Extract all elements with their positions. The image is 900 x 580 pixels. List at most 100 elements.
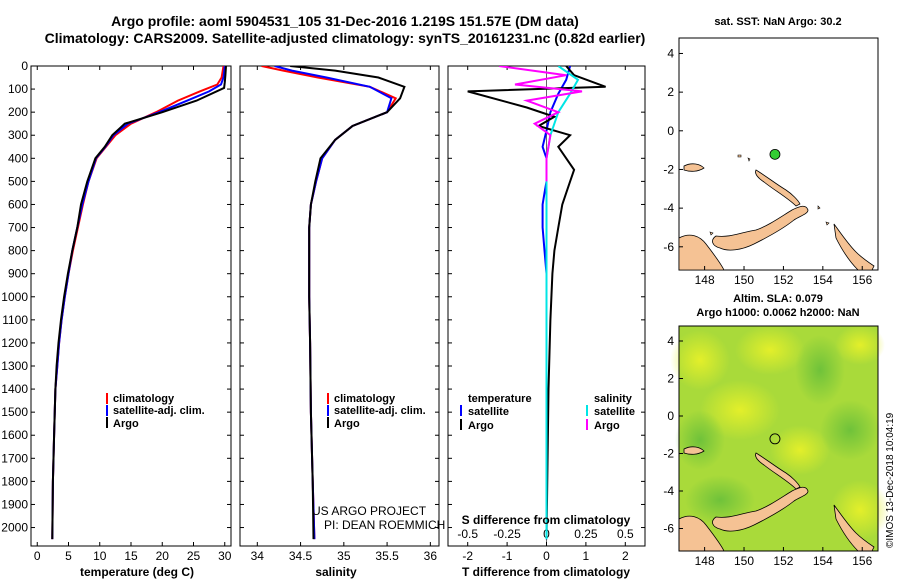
- map-top: 148 150 152 154 156 4 2 0 -2 -4 -6: [663, 37, 879, 287]
- imos-stamp: ©IMOS 13-Dec-2018 10:04:19: [885, 412, 896, 548]
- map-x-tick-label: 154: [813, 273, 833, 287]
- x-tick-label: 34: [251, 549, 265, 563]
- map-y-tick-label: 0: [667, 409, 674, 423]
- map-x-tick-label: 152: [773, 273, 793, 287]
- float-marker-top: [769, 148, 781, 160]
- sla-blob: [675, 410, 725, 470]
- map-bottom-title-line1: Altim. SLA: 0.079: [733, 293, 823, 305]
- series-line-climatology: [51, 66, 225, 540]
- x-tick-label: 5: [65, 549, 72, 563]
- map-top-land-newbritain: [712, 205, 809, 251]
- map-y-tick-label: -4: [663, 484, 674, 498]
- x-tick-label: 30: [218, 549, 232, 563]
- map-x-tick-label: 154: [813, 554, 833, 568]
- x-top-tick-label: 0.25: [574, 527, 598, 541]
- legend-diff-t-argo-label: Argo: [468, 420, 494, 432]
- depth-tick-label: 600: [8, 197, 28, 211]
- x-tick-label: 25: [187, 549, 201, 563]
- legend-satellite-label: satellite-adj. clim.: [113, 405, 205, 417]
- difference-xlabel: T difference from climatology: [462, 565, 630, 579]
- legend-sal-argo-label: Argo: [334, 418, 360, 430]
- depth-tick-label: 1500: [1, 405, 28, 419]
- x-top-tick-label: -0.5: [457, 527, 478, 541]
- map-y-tick-label: 4: [667, 334, 674, 348]
- map-bottom-frame: [678, 325, 879, 552]
- difference-legend: temperature satellite Argo salinity sate…: [460, 393, 635, 432]
- temperature-xlabel: temperature (deg C): [80, 565, 194, 579]
- map-y-tick-label: -4: [663, 201, 674, 215]
- x-tick-label: 10: [93, 549, 107, 563]
- depth-tick-label: 0: [21, 59, 28, 73]
- depth-tick-label: 200: [8, 105, 28, 119]
- x-tick-label: -1: [502, 549, 513, 563]
- depth-tick-label: 1300: [1, 359, 28, 373]
- x-tick-label: 36: [424, 549, 438, 563]
- sla-blob: [830, 480, 890, 540]
- map-bottom-axes: 148 150 152 154 156 4 2 0 -2 -4 -6: [663, 334, 872, 568]
- title-line1: Argo profile: aoml 5904531_105 31-Dec-20…: [111, 13, 579, 29]
- plot-frame: [239, 65, 440, 547]
- title-line2: Climatology: CARS2009. Satellite-adjuste…: [45, 30, 646, 46]
- difference-xlabel-top: S difference from climatology: [462, 513, 631, 527]
- map-bottom-land-bougainville: [833, 504, 875, 552]
- map-y-tick-label: 0: [667, 124, 674, 138]
- temperature-panel: 0100200300400500600700800900100011001200…: [1, 59, 231, 563]
- map-y-tick-label: -6: [663, 240, 674, 254]
- x-tick-label: -2: [462, 549, 473, 563]
- salinity-panel: 34 34.5 35 35.5 36: [239, 65, 440, 563]
- depth-tick-label: 700: [8, 221, 28, 235]
- map-x-tick-label: 150: [734, 273, 754, 287]
- credit-line2: PI: DEAN ROEMMICH: [324, 518, 445, 532]
- depth-tick-label: 800: [8, 244, 28, 258]
- series-line-climatology: [261, 66, 398, 540]
- depth-tick-label: 100: [8, 82, 28, 96]
- x-tick-label: 20: [156, 549, 170, 563]
- legend-diff-s-satellite-label: satellite: [594, 406, 635, 418]
- depth-tick-label: 1700: [1, 451, 28, 465]
- depth-tick-label: 1800: [1, 474, 28, 488]
- depth-tick-label: 1200: [1, 336, 28, 350]
- map-y-tick-label: 4: [667, 46, 674, 60]
- depth-tick-label: 2000: [1, 521, 28, 535]
- sla-blob: [795, 335, 845, 405]
- depth-tick-label: 1900: [1, 497, 28, 511]
- map-x-tick-label: 156: [852, 554, 872, 568]
- legend-diff-t-satellite-label: satellite: [468, 406, 509, 418]
- x-top-tick-label: 0.5: [617, 527, 634, 541]
- series-line-salinity-argo: [499, 66, 583, 182]
- legend-diff-s-argo-label: Argo: [594, 420, 620, 432]
- x-tick-label: 2: [622, 549, 629, 563]
- map-top-land: [678, 154, 875, 271]
- map-bottom-land-newbritain: [712, 486, 809, 532]
- credit-line1: US ARGO PROJECT: [312, 504, 427, 518]
- map-y-tick-label: -2: [663, 447, 674, 461]
- plot-frame: [30, 65, 232, 547]
- depth-tick-label: 900: [8, 267, 28, 281]
- map-top-land-bougainville: [833, 223, 875, 271]
- map-top-land-newireland: [755, 169, 801, 207]
- map-bottom-land-newireland: [755, 452, 801, 490]
- depth-tick-label: 1400: [1, 382, 28, 396]
- legend-sal-satellite-label: satellite-adj. clim.: [334, 405, 426, 417]
- map-y-tick-label: 2: [667, 85, 674, 99]
- legend-sal-climatology-label: climatology: [334, 393, 396, 405]
- x-tick-label: 35: [337, 549, 351, 563]
- depth-tick-label: 1100: [2, 313, 28, 327]
- map-bottom: 148 150 152 154 156 4 2 0 -2 -4 -6: [663, 325, 890, 568]
- x-tick-label: 35.5: [375, 549, 399, 563]
- x-tick-label: 0: [34, 549, 41, 563]
- sla-blob: [820, 400, 880, 460]
- salinity-xlabel: salinity: [315, 565, 357, 579]
- difference-panel: -2 -1 0 1 2-0.5 -0.25 0 0.25 0.5: [447, 65, 646, 563]
- map-x-tick-label: 152: [773, 554, 793, 568]
- legend-argo-label: Argo: [113, 418, 139, 430]
- x-top-tick-label: -0.25: [493, 527, 521, 541]
- temperature-legend: climatology satellite-adj. clim. Argo: [106, 393, 205, 430]
- map-x-tick-label: 156: [852, 273, 872, 287]
- sla-blob: [770, 425, 830, 475]
- series-line-argo: [51, 66, 227, 540]
- x-tick-label: 1: [583, 549, 590, 563]
- legend-diff-salinity-heading: salinity: [594, 393, 633, 405]
- map-top-axes: 148 150 152 154 156 4 2 0 -2 -4 -6: [663, 46, 872, 287]
